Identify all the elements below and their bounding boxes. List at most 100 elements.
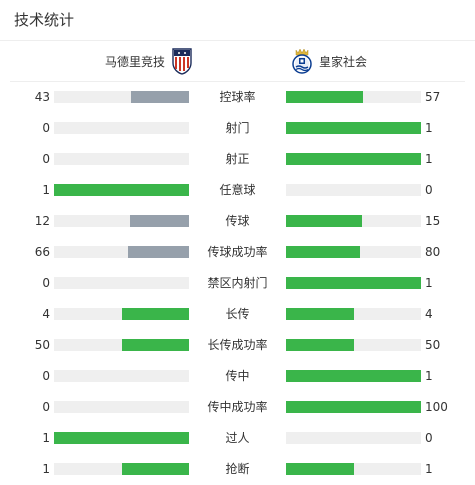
home-stat-bar-fill bbox=[130, 91, 189, 103]
stat-row: 1 过人 0 bbox=[0, 423, 475, 454]
stat-label: 过人 bbox=[225, 431, 250, 445]
stat-label: 长传成功率 bbox=[207, 338, 268, 352]
home-stat-bar-track bbox=[54, 432, 189, 444]
away-stat-bar-track bbox=[286, 370, 421, 382]
away-stat-bar-fill bbox=[286, 91, 363, 103]
home-stat-value: 43 bbox=[34, 90, 50, 104]
away-stat-bar-track bbox=[286, 463, 421, 475]
home-stat-value: 1 bbox=[42, 431, 50, 445]
home-stat-bar-track bbox=[54, 91, 189, 103]
away-stat-bar-track bbox=[286, 339, 421, 351]
home-stat-value: 0 bbox=[42, 152, 50, 166]
stat-row: 43 控球率 57 bbox=[0, 82, 475, 113]
stat-label: 控球率 bbox=[219, 90, 256, 104]
away-stat-bar-track bbox=[286, 184, 421, 196]
away-stat-bar-track bbox=[286, 277, 421, 289]
home-stat-bar-fill bbox=[54, 432, 189, 444]
atletico-madrid-crest-icon bbox=[171, 47, 193, 75]
home-stat-bar-track bbox=[54, 122, 189, 134]
home-stat-bar-track bbox=[54, 215, 189, 227]
away-stat-bar-fill bbox=[286, 215, 362, 227]
away-stat-bar-fill bbox=[286, 246, 361, 258]
away-team[interactable]: 皇家社会 bbox=[291, 41, 367, 81]
stat-label: 射门 bbox=[225, 121, 250, 135]
home-stat-bar-fill bbox=[128, 246, 189, 258]
away-stat-bar-track bbox=[286, 401, 421, 413]
stat-label: 禁区内射门 bbox=[207, 276, 268, 290]
away-stat-bar-track bbox=[286, 122, 421, 134]
home-team-name: 马德里竞技 bbox=[104, 54, 165, 69]
away-stat-bar-fill bbox=[286, 370, 421, 382]
stat-row: 12 传球 15 bbox=[0, 206, 475, 237]
home-stat-value: 4 bbox=[42, 307, 50, 321]
away-stat-bar-track bbox=[286, 432, 421, 444]
home-stat-bar-fill bbox=[54, 184, 189, 196]
real-sociedad-crest-icon bbox=[291, 47, 313, 75]
away-stat-value: 15 bbox=[425, 214, 441, 228]
away-stat-value: 1 bbox=[425, 276, 433, 290]
away-stat-bar-fill bbox=[286, 277, 421, 289]
stat-label: 传中 bbox=[225, 369, 250, 383]
away-stat-bar-track bbox=[286, 215, 421, 227]
stat-label: 传球成功率 bbox=[207, 245, 268, 259]
away-stat-value: 57 bbox=[425, 90, 441, 104]
home-stat-bar-track bbox=[54, 401, 189, 413]
stat-row: 1 抢断 1 bbox=[0, 454, 475, 485]
stat-row: 4 长传 4 bbox=[0, 299, 475, 330]
away-stat-value: 50 bbox=[425, 338, 441, 352]
away-stat-bar-fill bbox=[286, 401, 421, 413]
away-stat-value: 80 bbox=[425, 245, 441, 259]
home-stat-value: 0 bbox=[42, 121, 50, 135]
home-stat-value: 1 bbox=[42, 462, 50, 476]
away-team-name: 皇家社会 bbox=[319, 54, 368, 69]
away-stat-value: 0 bbox=[425, 183, 433, 197]
home-stat-bar-track bbox=[54, 370, 189, 382]
away-stat-bar-track bbox=[286, 246, 421, 258]
away-stat-bar-track bbox=[286, 153, 421, 165]
home-stat-bar-track bbox=[54, 308, 189, 320]
stat-label: 长传 bbox=[225, 307, 250, 321]
home-stat-value: 0 bbox=[42, 276, 50, 290]
stat-label: 传中成功率 bbox=[207, 400, 268, 414]
home-stat-value: 0 bbox=[42, 369, 50, 383]
title-divider bbox=[0, 40, 475, 41]
away-stat-value: 1 bbox=[425, 121, 433, 135]
stat-row: 1 任意球 0 bbox=[0, 175, 475, 206]
stat-row: 66 传球成功率 80 bbox=[0, 237, 475, 268]
home-stat-value: 12 bbox=[34, 214, 50, 228]
stat-row: 0 传中 1 bbox=[0, 361, 475, 392]
stat-label: 抢断 bbox=[225, 462, 250, 476]
away-stat-value: 4 bbox=[425, 307, 433, 321]
away-stat-bar-fill bbox=[286, 153, 421, 165]
home-stat-bar-track bbox=[54, 463, 189, 475]
home-stat-value: 1 bbox=[42, 183, 50, 197]
away-stat-value: 100 bbox=[425, 400, 448, 414]
home-stat-bar-fill bbox=[121, 339, 189, 351]
home-stat-value: 50 bbox=[34, 338, 50, 352]
away-stat-bar-fill bbox=[286, 463, 354, 475]
stat-row: 0 禁区内射门 1 bbox=[0, 268, 475, 299]
home-stat-value: 0 bbox=[42, 400, 50, 414]
home-stat-bar-fill bbox=[129, 215, 189, 227]
away-stat-value: 1 bbox=[425, 152, 433, 166]
stat-label: 传球 bbox=[225, 214, 250, 228]
home-stat-bar-track bbox=[54, 339, 189, 351]
away-stat-value: 0 bbox=[425, 431, 433, 445]
panel-title: 技术统计 bbox=[14, 11, 75, 29]
home-team[interactable]: 马德里竞技 bbox=[105, 41, 193, 81]
away-stat-bar-fill bbox=[286, 339, 354, 351]
away-stat-bar-fill bbox=[286, 122, 421, 134]
away-stat-value: 1 bbox=[425, 369, 433, 383]
home-stat-bar-track bbox=[54, 184, 189, 196]
stat-row: 0 射门 1 bbox=[0, 113, 475, 144]
stat-row: 50 长传成功率 50 bbox=[0, 330, 475, 361]
teams-header: 马德里竞技 bbox=[10, 41, 465, 82]
home-stat-bar-fill bbox=[121, 463, 189, 475]
home-stat-bar-track bbox=[54, 153, 189, 165]
home-stat-value: 66 bbox=[34, 245, 50, 259]
away-stat-bar-fill bbox=[286, 308, 354, 320]
stat-label: 射正 bbox=[225, 152, 250, 166]
stat-row: 0 射正 1 bbox=[0, 144, 475, 175]
away-stat-bar-track bbox=[286, 91, 421, 103]
home-stat-bar-track bbox=[54, 277, 189, 289]
